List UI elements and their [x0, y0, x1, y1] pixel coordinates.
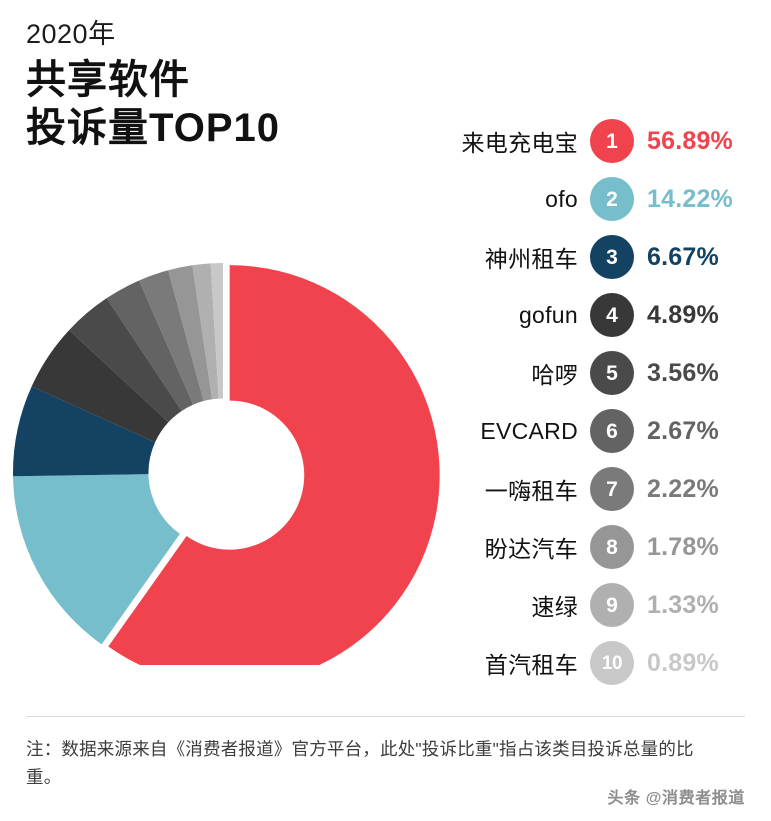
legend-row[interactable]: EVCARD 6 2.67% [440, 402, 760, 460]
legend-item-label: 神州租车 [484, 246, 578, 272]
legend-row[interactable]: 来电充电宝 1 56.89% [440, 112, 760, 170]
donut-slice[interactable] [69, 298, 182, 423]
legend-item-label: ofo [545, 185, 578, 212]
legend-item-percent: 56.89% [647, 126, 733, 155]
donut-slice[interactable] [106, 280, 194, 411]
legend-item-percent: 6.67% [647, 242, 719, 271]
legend-row[interactable]: 一嗨租车 7 2.22% [440, 460, 760, 518]
legend-item-label: 盼达汽车 [484, 536, 578, 562]
donut-chart-svg [12, 263, 440, 665]
legend-rank-badge: 9 [590, 583, 634, 627]
donut-slice[interactable] [192, 263, 219, 400]
legend-rank-badge: 2 [590, 177, 634, 221]
legend-item-percent: 1.78% [647, 532, 719, 561]
legend-rank-badge: 7 [590, 467, 634, 511]
donut-slice[interactable] [108, 265, 440, 665]
legend-rank-badge: 6 [590, 409, 634, 453]
legend-item-percent: 4.89% [647, 300, 719, 329]
legend-item-label: 哈啰 [531, 362, 578, 388]
legend-item-percent: 3.56% [647, 358, 719, 387]
donut-slice[interactable] [13, 474, 180, 645]
year-subtitle: 2020年 [26, 19, 116, 49]
legend-rank-badge: 1 [590, 119, 634, 163]
legend-item-percent: 1.33% [647, 590, 719, 619]
legend-item-label: 首汽租车 [484, 652, 578, 678]
legend-item-label: 来电充电宝 [461, 130, 578, 156]
legend-row[interactable]: 盼达汽车 8 1.78% [440, 518, 760, 576]
legend-row[interactable]: 哈啰 5 3.56% [440, 344, 760, 402]
donut-slice[interactable] [12, 386, 156, 477]
legend-item-percent: 0.89% [647, 648, 719, 677]
legend-item-percent: 14.22% [647, 184, 733, 213]
donut-slice[interactable] [31, 330, 169, 443]
legend-row[interactable]: ofo 2 14.22% [440, 170, 760, 228]
legend-item-percent: 2.67% [647, 416, 719, 445]
donut-slice[interactable] [168, 265, 213, 402]
legend-item-label: 速绿 [531, 594, 578, 620]
legend-row[interactable]: 神州租车 3 6.67% [440, 228, 760, 286]
page-title-line-1: 共享软件 [26, 57, 190, 102]
legend-item-percent: 2.22% [647, 474, 719, 503]
legend-list: 来电充电宝 1 56.89% ofo 2 14.22% 神州租车 3 6.67% gofun 4 4.… [440, 112, 760, 692]
legend-row[interactable]: gofun 4 4.89% [440, 286, 760, 344]
footnote-text: 注：数据来源来自《消费者报道》官方平台，此处"投诉比重"指占该类目投诉总量的比重… [26, 739, 694, 788]
legend-rank-badge: 3 [590, 235, 634, 279]
header: 2020年 共享软件 投诉量TOP10 [26, 19, 446, 153]
legend-item-label: gofun [518, 301, 578, 328]
legend-item-label: 一嗨租车 [484, 478, 578, 504]
legend-item-label: EVCARD [480, 417, 578, 444]
footnote-divider [26, 716, 745, 717]
legend-rank-badge: 4 [590, 293, 634, 337]
legend-rank-badge: 10 [590, 641, 634, 685]
donut-slice[interactable] [210, 263, 223, 399]
donut-chart [8, 215, 448, 665]
legend-rank-badge: 8 [590, 525, 634, 569]
legend-row[interactable]: 首汽租车 10 0.89% [440, 634, 760, 692]
watermark-credit: 头条 @消费者报道 [607, 790, 745, 807]
legend-rank-badge: 5 [590, 351, 634, 395]
page-title-line-2: 投诉量TOP10 [26, 106, 280, 151]
legend-row[interactable]: 速绿 9 1.33% [440, 576, 760, 634]
donut-slice[interactable] [139, 270, 204, 405]
